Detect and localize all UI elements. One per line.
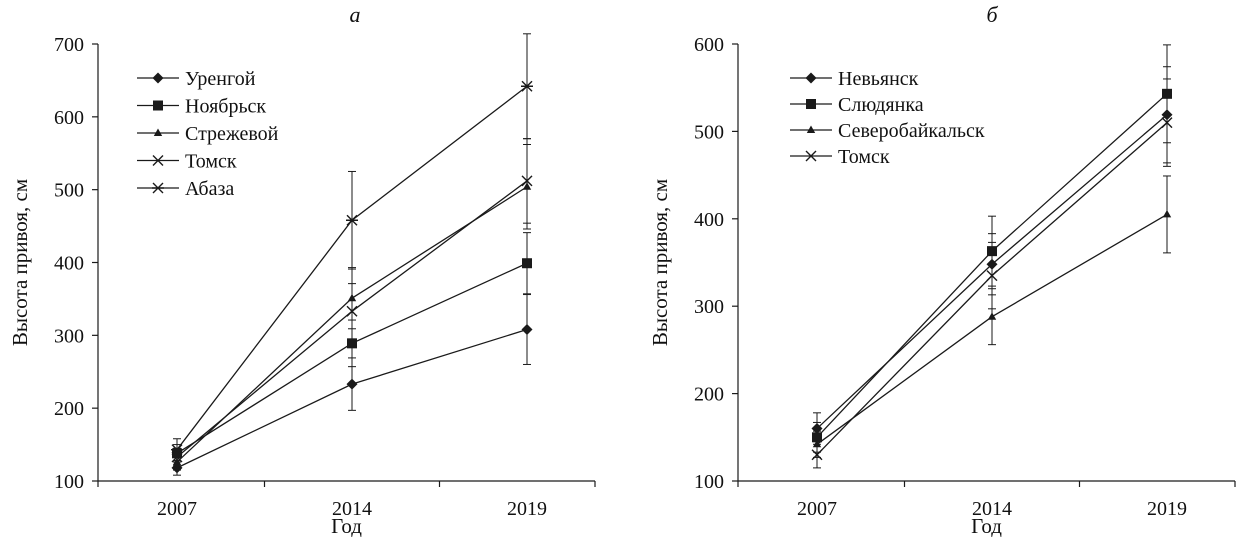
legend-item: Невьянск (790, 68, 919, 90)
legend-label: Томск (838, 146, 890, 168)
y-tick-label: 100 (54, 471, 84, 493)
legend-item: Томск (790, 146, 890, 168)
legend: Уренгой Ноябрьск Стрежевой Томск Абаза (137, 68, 279, 200)
y-tick-label: 700 (54, 34, 84, 56)
data-point (1162, 209, 1172, 218)
legend-marker (805, 72, 817, 84)
data-point (811, 449, 823, 461)
y-tick-label: 300 (54, 325, 84, 347)
legend-marker (152, 182, 164, 194)
panel-title: б (986, 2, 998, 27)
legend-marker (152, 155, 164, 166)
series-4 (811, 78, 1173, 469)
y-axis-title: Высота привоя, см (648, 179, 672, 346)
x-tick-label: 2019 (1147, 498, 1187, 520)
panel-title: а (350, 2, 361, 27)
legend-item: Стрежевой (137, 123, 279, 145)
legend-item: Абаза (137, 178, 234, 200)
legend-item: Ноябрьск (137, 96, 266, 118)
legend-label: Северобайкальск (838, 120, 985, 142)
y-axis-title: Высота привоя, см (8, 179, 32, 346)
y-tick-label: 400 (694, 209, 724, 231)
data-point (986, 270, 998, 282)
legend-label: Уренгой (185, 68, 256, 90)
series-4 (171, 138, 533, 467)
y-tick-label: 300 (694, 296, 724, 318)
y-tick-label: 200 (54, 398, 84, 420)
data-point (521, 324, 533, 336)
data-point (521, 175, 533, 187)
x-tick-label: 2019 (507, 498, 547, 520)
data-point (522, 258, 532, 269)
data-point (346, 214, 358, 226)
legend-label: Невьянск (838, 68, 919, 90)
y-tick-label: 200 (694, 384, 724, 406)
legend-label: Томск (185, 151, 237, 173)
chart-panel-1: 100 200 300 400 500 600 700 2007 2014 2019 Год Высо… (8, 2, 596, 538)
data-point (347, 338, 357, 349)
legend-marker (806, 125, 816, 133)
data-point (346, 305, 358, 317)
data-point (1161, 117, 1173, 129)
legend-label: Слюдянка (838, 94, 924, 116)
legend-label: Абаза (185, 178, 234, 200)
legend-label: Стрежевой (185, 123, 279, 145)
data-point (987, 312, 997, 320)
x-tick-label: 2014 (332, 498, 372, 520)
y-tick-label: 600 (694, 34, 724, 56)
x-axis-title: Год (971, 514, 1002, 538)
legend-marker (805, 150, 817, 162)
legend-item: Томск (137, 151, 237, 173)
legend-item: Уренгой (137, 68, 256, 90)
legend-marker (153, 128, 163, 136)
x-tick-label: 2014 (972, 498, 1012, 520)
legend-marker (152, 72, 164, 84)
data-point (521, 80, 533, 92)
series-1 (171, 294, 533, 476)
x-tick-label: 2007 (797, 498, 837, 520)
y-tick-label: 500 (54, 180, 84, 202)
x-axis-title: Год (331, 514, 362, 538)
legend-marker (153, 100, 163, 111)
legend-item: Северобайкальск (790, 120, 985, 142)
chart-panel-2: 100 200 300 400 500 600 2007 2014 2019 Год Высота … (648, 2, 1236, 538)
y-tick-label: 100 (694, 471, 724, 493)
x-tick-label: 2007 (157, 498, 197, 520)
data-point (346, 378, 358, 390)
y-tick-label: 600 (54, 107, 84, 129)
y-tick-label: 400 (54, 253, 84, 275)
legend: Невьянск Слюдянка Северобайкальск Томск (790, 68, 985, 168)
legend-marker (806, 99, 816, 109)
legend-item: Слюдянка (790, 94, 924, 116)
legend-label: Ноябрьск (185, 96, 266, 118)
series-5 (171, 33, 533, 462)
data-point (171, 444, 183, 456)
y-tick-label: 500 (694, 121, 724, 143)
